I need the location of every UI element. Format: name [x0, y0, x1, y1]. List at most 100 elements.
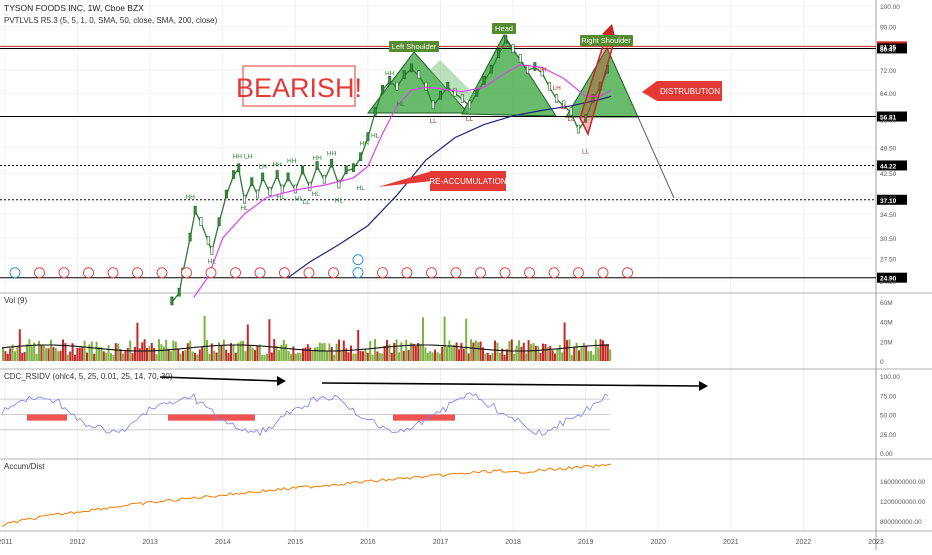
projection-line[interactable]: [637, 116, 675, 199]
earnings-marker-icon[interactable]: [573, 267, 584, 279]
earnings-marker-icon[interactable]: [303, 267, 315, 279]
rsi-arrow-1-head[interactable]: [277, 376, 286, 386]
volume-tick-label: 60M: [880, 300, 893, 307]
volume-bar: [566, 340, 568, 361]
earnings-marker-icon[interactable]: [254, 267, 266, 279]
volume-bar: [45, 347, 48, 361]
earnings-marker-icon[interactable]: [524, 267, 535, 279]
distribution-callout[interactable]: [642, 81, 722, 101]
rsi-divergence-zone: [393, 414, 455, 421]
volume-bar: [66, 354, 69, 361]
volume-bar: [105, 352, 108, 361]
volume-bar: [458, 349, 460, 361]
volume-bar: [28, 339, 31, 361]
volume-bar: [402, 351, 405, 361]
earnings-marker-icon[interactable]: [107, 267, 119, 279]
price-candle: [569, 107, 573, 116]
earnings-marker-icon[interactable]: [499, 267, 511, 279]
volume-bar: [326, 350, 328, 361]
earnings-marker-icon[interactable]: [230, 267, 241, 279]
volume-bar: [95, 341, 98, 361]
price-tick-label: 80.00: [880, 48, 897, 55]
earnings-marker-icon[interactable]: [279, 267, 290, 279]
volume-bar: [14, 351, 16, 361]
earnings-marker-icon[interactable]: [377, 267, 388, 279]
left-shoulder-tag[interactable]: [389, 41, 439, 52]
volume-bar: [42, 344, 45, 361]
price-candle: [417, 70, 421, 80]
head-tag[interactable]: [492, 23, 516, 34]
volume-bar: [333, 354, 336, 361]
earnings-marker-icon[interactable]: [83, 267, 94, 279]
time-tick-label: 2013: [142, 539, 158, 546]
dividend-marker-icon[interactable]: [352, 267, 364, 279]
earnings-marker-icon[interactable]: [475, 267, 486, 279]
volume-bar: [513, 353, 516, 361]
pivot-label: HL: [396, 101, 405, 108]
head-shoulders-pattern[interactable]: [366, 34, 675, 199]
volume-bar: [172, 340, 175, 361]
accdist-layer: [1, 463, 612, 527]
rsi-arrow-2-head[interactable]: [699, 381, 708, 391]
volume-bar: [580, 347, 583, 361]
price-level-tag: [877, 272, 907, 283]
price-level-tag: [877, 111, 907, 122]
secondary-triangle[interactable]: [400, 60, 480, 100]
events-layer[interactable]: [9, 254, 633, 279]
earnings-marker-icon[interactable]: [450, 267, 462, 279]
volume-bar: [604, 344, 607, 361]
earnings-marker-icon[interactable]: [426, 267, 437, 279]
accdist-tick-label: 1600000000.00: [880, 479, 926, 486]
volume-bar: [446, 346, 448, 361]
price-tick-label: 90.00: [880, 25, 897, 32]
volume-bar: [40, 345, 43, 361]
right-shoulder-tag[interactable]: [580, 35, 633, 46]
volume-bar: [146, 347, 148, 361]
earnings-marker-icon[interactable]: [401, 267, 413, 279]
price-candle: [188, 232, 192, 242]
pivot-label: LH: [259, 164, 268, 171]
rsi-arrow-1[interactable]: [159, 376, 281, 382]
earnings-marker-icon[interactable]: [548, 267, 560, 279]
price-candle: [373, 107, 377, 116]
series-layer: [170, 34, 612, 306]
volume-bar: [338, 339, 340, 361]
pivot-label: LH: [552, 85, 561, 92]
price-candle: [584, 114, 588, 123]
dividend-marker-icon[interactable]: [9, 267, 21, 279]
earnings-marker-icon[interactable]: [205, 267, 217, 279]
reaccumulation-box[interactable]: [430, 171, 506, 191]
volume-bar: [93, 353, 96, 361]
dividend-marker-icon[interactable]: [352, 254, 364, 266]
price-candle: [301, 165, 305, 175]
rsi-arrow-2[interactable]: [321, 382, 701, 387]
earnings-marker-icon[interactable]: [34, 267, 45, 279]
annotations[interactable]: BEARISH! DISTRUBUTION RE-ACCUMULATION Le…: [159, 23, 722, 391]
volume-bar: [520, 346, 523, 361]
price-candle: [237, 163, 241, 172]
volume-bar: [191, 351, 194, 361]
earnings-marker-icon[interactable]: [156, 267, 168, 279]
reaccumulation-arrow[interactable]: [378, 171, 432, 187]
volume-bar: [491, 353, 494, 361]
symbol-exchange: Cboe BZX: [105, 3, 145, 13]
earnings-marker-icon[interactable]: [622, 267, 633, 279]
price-candle: [224, 189, 228, 199]
earnings-marker-icon[interactable]: [58, 267, 70, 279]
time-tick-label: 2016: [360, 539, 376, 546]
head-triangle[interactable]: [461, 34, 557, 117]
earnings-marker-icon[interactable]: [597, 267, 609, 279]
time-tick-label: 2011: [0, 539, 13, 546]
pivot-label: LL: [568, 116, 576, 123]
bearish-box[interactable]: [242, 65, 356, 107]
volume-bar: [585, 346, 588, 361]
earnings-marker-icon[interactable]: [132, 267, 143, 279]
volume-bar: [114, 343, 117, 361]
volume-bar: [606, 344, 609, 361]
earnings-marker-icon[interactable]: [328, 267, 339, 279]
volume-bar: [431, 352, 434, 361]
earnings-marker-icon[interactable]: [181, 267, 192, 279]
volume-bar: [386, 339, 388, 361]
pivot-label: LL: [303, 199, 311, 206]
